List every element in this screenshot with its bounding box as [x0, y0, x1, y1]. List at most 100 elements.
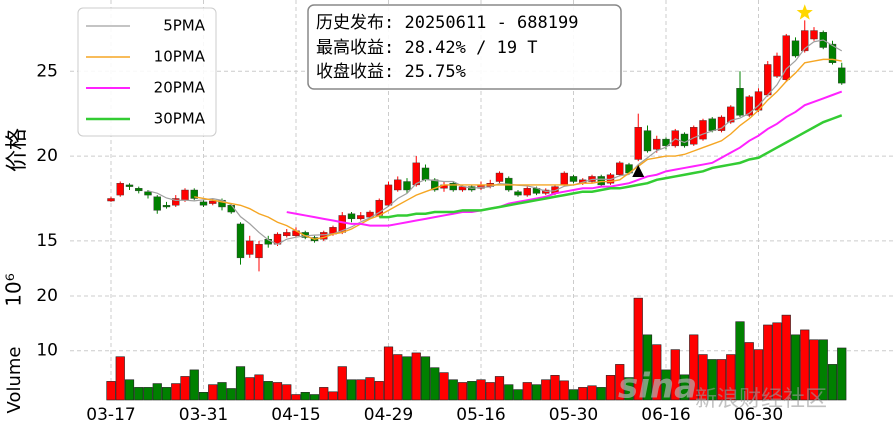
candle-body — [384, 184, 393, 206]
candle-body — [514, 191, 522, 196]
release-marker — [632, 165, 645, 178]
volume-bar — [698, 354, 708, 401]
volume-bar — [171, 383, 181, 401]
volume-bar — [744, 342, 754, 401]
volume-bar — [448, 379, 458, 401]
legend-box — [77, 7, 217, 137]
y-tick-label: 20 — [36, 146, 58, 166]
volume-bar — [106, 381, 116, 401]
candle-body — [199, 201, 208, 206]
volume-bar — [319, 387, 329, 401]
candle-body — [431, 179, 439, 191]
max-marker — [796, 4, 813, 20]
volume-bar — [161, 387, 172, 401]
volume-bar — [235, 366, 246, 401]
volume-bar — [439, 372, 449, 401]
candle-body — [634, 127, 642, 160]
volume-bar — [550, 375, 560, 401]
volume-bar — [143, 387, 153, 401]
candle-body — [736, 88, 744, 116]
x-tick-label: 06-30 — [734, 405, 783, 425]
candle-body — [745, 96, 753, 116]
volume-bar — [457, 382, 468, 401]
volume-bar — [800, 329, 810, 401]
volume-bar — [189, 369, 199, 401]
volume-bar — [568, 389, 579, 401]
candle-body — [523, 188, 531, 196]
candle-body — [449, 183, 457, 191]
candle-body — [255, 244, 263, 259]
ma-line — [379, 114, 843, 219]
legend-label: 30PMA — [154, 110, 206, 128]
volume-bar — [217, 382, 227, 401]
volume-bar — [642, 334, 653, 401]
volume-bar — [356, 379, 366, 401]
volume-bar — [152, 383, 162, 401]
volume-bar — [707, 359, 717, 401]
x-tick-label: 03-17 — [86, 405, 135, 425]
volume-bar — [559, 380, 569, 401]
volume-bar — [134, 387, 144, 401]
candle-body — [838, 67, 846, 84]
candle-body — [764, 64, 772, 96]
candle-body — [643, 130, 652, 152]
candle-body — [190, 189, 198, 199]
volume-bar — [430, 367, 440, 401]
volume-bar — [513, 389, 523, 401]
candle-body — [717, 116, 726, 131]
volume-bar — [282, 384, 292, 401]
volume-bar — [633, 297, 643, 401]
volume-bar — [587, 385, 597, 401]
volume-bar — [522, 382, 532, 401]
volume-bar — [818, 339, 828, 401]
info-line: 最高收益: 28.42% / 19 T — [316, 38, 538, 58]
candle-body — [347, 213, 356, 220]
candle-body — [357, 215, 365, 220]
candle-body — [699, 120, 707, 140]
candle-body — [495, 172, 504, 182]
candle-body — [828, 43, 837, 63]
volume-bar — [541, 379, 551, 401]
candle-body — [597, 176, 605, 186]
candle-body — [172, 198, 180, 206]
volume-bar — [827, 364, 838, 401]
volume-bar — [763, 324, 773, 401]
volume-bar — [226, 388, 236, 401]
candle-body — [125, 184, 134, 187]
volume-bar — [467, 381, 477, 401]
volume-bar — [753, 349, 764, 401]
candle-body — [236, 223, 245, 259]
candle-body — [791, 40, 800, 57]
volume-bar — [485, 382, 495, 401]
volume-bar — [781, 314, 791, 401]
candle-body — [162, 205, 171, 208]
x-tick-label: 05-30 — [549, 405, 598, 425]
info-line: 收盘收益: 25.75% — [316, 62, 466, 82]
volume-bar — [337, 366, 347, 401]
volume-bar — [180, 376, 190, 401]
info-box — [307, 4, 622, 90]
volume-bar — [300, 392, 310, 401]
legend-label: 5PMA — [163, 17, 206, 35]
volume-bar — [652, 344, 662, 401]
volume-bar — [809, 339, 819, 401]
volume-bar — [837, 347, 847, 401]
volume-bar — [365, 377, 375, 401]
candle-body — [135, 188, 143, 192]
candle-body — [403, 181, 411, 191]
volume-bar — [661, 369, 671, 401]
candle-body — [246, 240, 254, 255]
volume-bar — [374, 381, 384, 401]
volume-bar — [772, 322, 782, 401]
watermark-logo: sina — [618, 367, 697, 407]
volume-bar — [346, 379, 357, 401]
candle-body — [209, 200, 217, 204]
volume-bar — [402, 356, 412, 401]
volume-bar — [291, 394, 301, 401]
volume-bar — [309, 394, 320, 401]
x-tick-label: 06-16 — [641, 405, 690, 425]
volume-bar — [263, 381, 273, 401]
volume-bar — [670, 349, 680, 401]
candle-body — [727, 106, 735, 123]
